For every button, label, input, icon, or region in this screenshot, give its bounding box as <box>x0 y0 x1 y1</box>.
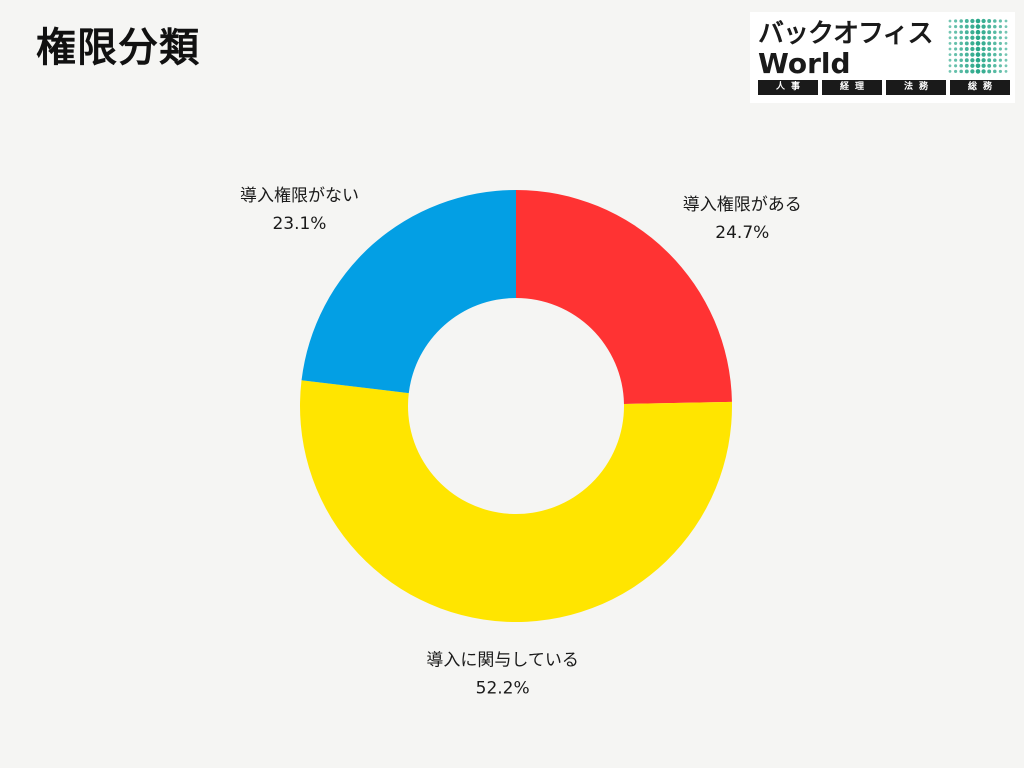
logo-tag: 人事 <box>758 80 818 95</box>
slice-label: 導入権限がある 24.7% <box>683 195 802 243</box>
logo-dot-grid-icon <box>948 18 1008 74</box>
slice-label: 導入権限がない 23.1% <box>240 186 359 234</box>
donut-slice <box>300 380 732 622</box>
brand-logo: バックオフィス World 人事 経理 法務 総務 <box>750 12 1015 103</box>
logo-tag: 総務 <box>950 80 1010 95</box>
donut-slice <box>301 190 516 394</box>
slice-category-label: 導入権限がある <box>683 195 802 215</box>
donut-slice <box>516 190 732 404</box>
slice-value-label: 52.2% <box>476 679 530 699</box>
slice-category-label: 導入権限がない <box>240 186 359 206</box>
slice-value-label: 24.7% <box>715 223 769 243</box>
page-title: 権限分類 <box>36 25 200 71</box>
slice-value-label: 23.1% <box>272 214 326 234</box>
logo-tag: 経理 <box>822 80 882 95</box>
slice-category-label: 導入に関与している <box>426 651 579 671</box>
logo-tag: 法務 <box>886 80 946 95</box>
logo-text-line1: バックオフィス <box>758 19 933 49</box>
slice-label: 導入に関与している 52.2% <box>426 651 579 699</box>
logo-text-line2: World <box>758 47 851 80</box>
logo-tags: 人事 経理 法務 総務 <box>758 80 1010 95</box>
